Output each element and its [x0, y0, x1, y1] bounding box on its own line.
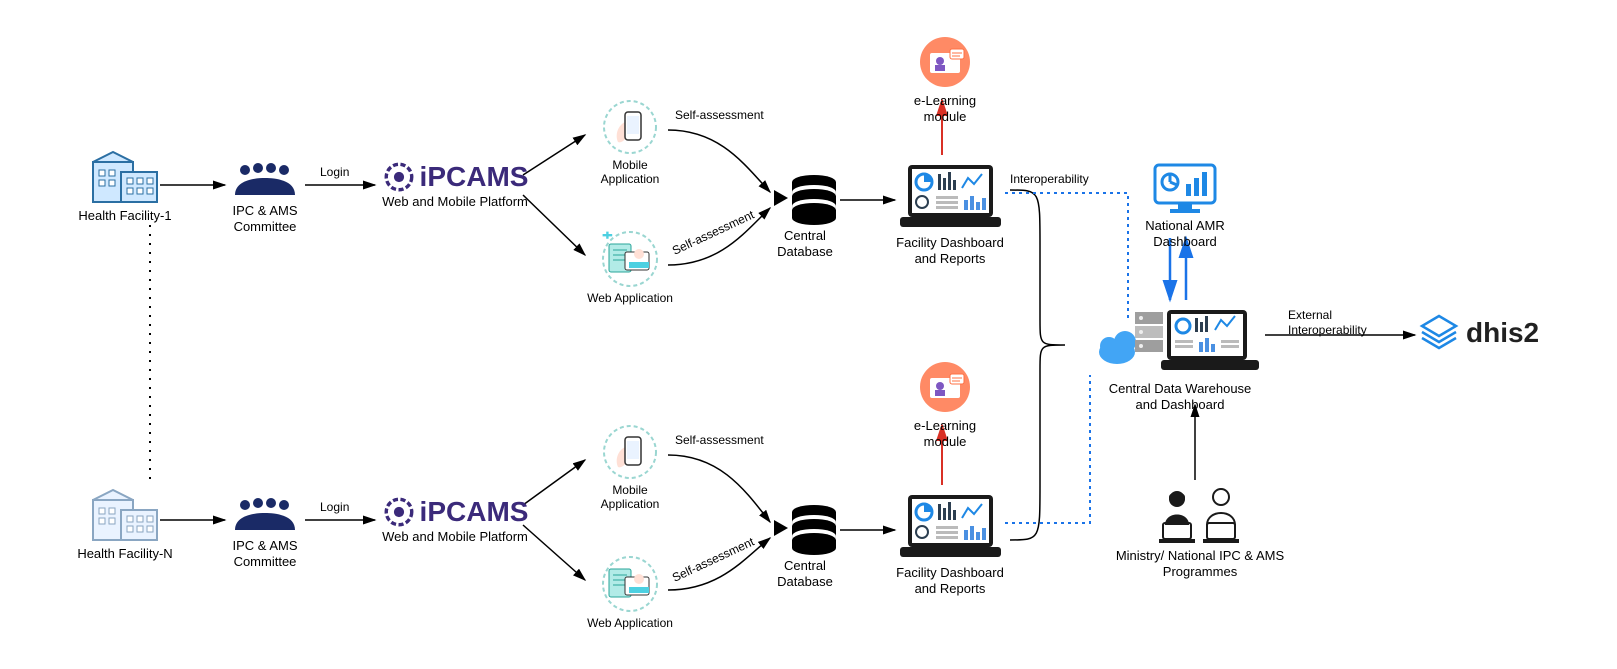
- web-app-icon: [599, 555, 661, 613]
- monitor-chart-icon: [1150, 160, 1220, 215]
- database-icon: [770, 170, 840, 225]
- label-health-facility-n: Health Facility-N: [65, 546, 185, 562]
- elearning-icon: [918, 360, 973, 415]
- node-ipcams-n: iPCAMS Web and Mobile Platform: [375, 495, 535, 545]
- label-elearning-1: e-Learning module: [895, 93, 995, 124]
- edge-label-selfassess-w1: Self-assessment: [670, 208, 756, 258]
- ipcams-brand-text: iPCAMS: [420, 161, 529, 193]
- committee-icon: [230, 160, 300, 200]
- node-central-db-1: Central Database: [760, 170, 850, 259]
- node-ipcams-1: iPCAMS Web and Mobile Platform: [375, 160, 535, 210]
- laptop-dashboard-icon: [898, 160, 1003, 232]
- edge-label-selfassess-mN: Self-assessment: [675, 433, 764, 447]
- mobile-app-icon: [603, 425, 658, 480]
- node-mobile-app-1: Mobile Application: [585, 100, 675, 187]
- label-web-n: Web Application: [585, 616, 675, 630]
- label-elearning-n: e-Learning module: [895, 418, 995, 449]
- ipcams-gear-icon: [382, 160, 416, 194]
- database-icon: [770, 500, 840, 555]
- node-elearning-n: e-Learning module: [895, 360, 995, 449]
- label-committee-1: IPC & AMS Committee: [225, 203, 305, 234]
- node-facility-dashboard-n: Facility Dashboard and Reports: [890, 490, 1010, 596]
- node-mobile-app-n: Mobile Application: [585, 425, 675, 512]
- node-dhis2: dhis2: [1418, 312, 1578, 354]
- node-web-app-1: Web Application: [585, 230, 675, 305]
- building-icon: [85, 488, 165, 543]
- label-fdash-1: Facility Dashboard and Reports: [890, 235, 1010, 266]
- laptop-dashboard-icon: [898, 490, 1003, 562]
- label-health-facility-1: Health Facility-1: [65, 208, 185, 224]
- node-health-facility-n: Health Facility-N: [65, 488, 185, 562]
- node-elearning-1: e-Learning module: [895, 35, 995, 124]
- node-amr-dashboard: National AMR Dashboard: [1115, 160, 1255, 249]
- label-cdw: Central Data Warehouse and Dashboard: [1085, 381, 1275, 412]
- label-web-1: Web Application: [585, 291, 675, 305]
- node-committee-1: IPC & AMS Committee: [225, 160, 305, 234]
- label-ministry: Ministry/ National IPC & AMS Programmes: [1110, 548, 1290, 579]
- building-icon: [85, 150, 165, 205]
- node-ministry: Ministry/ National IPC & AMS Programmes: [1110, 485, 1290, 579]
- label-mobile-n: Mobile Application: [585, 483, 675, 512]
- edge-label-selfassess-wN: Self-assessment: [670, 535, 756, 585]
- diagram-stage: Login Login Self-assessment Self-assessm…: [0, 0, 1617, 669]
- web-app-icon: [599, 230, 661, 288]
- dhis2-logo-icon: [1418, 312, 1460, 354]
- node-committee-n: IPC & AMS Committee: [225, 495, 305, 569]
- people-laptops-icon: [1145, 485, 1255, 545]
- node-web-app-n: Web Application: [585, 555, 675, 630]
- label-ipcams-1: Web and Mobile Platform: [375, 194, 535, 210]
- node-health-facility-1: Health Facility-1: [65, 150, 185, 224]
- edge-label-login-1: Login: [320, 165, 349, 179]
- committee-icon: [230, 495, 300, 535]
- label-db-1: Central Database: [760, 228, 850, 259]
- elearning-icon: [918, 35, 973, 90]
- edge-label-interop: Interoperability: [1010, 172, 1089, 186]
- node-central-data-warehouse: Central Data Warehouse and Dashboard: [1085, 300, 1275, 412]
- edge-label-selfassess-m1: Self-assessment: [675, 108, 764, 122]
- mobile-app-icon: [603, 100, 658, 155]
- edge-label-ext-interop: External Interoperability: [1288, 308, 1367, 338]
- dhis2-brand-text: dhis2: [1466, 317, 1539, 349]
- label-mobile-1: Mobile Application: [585, 158, 675, 187]
- ipcams-brand-text: iPCAMS: [420, 496, 529, 528]
- label-fdash-n: Facility Dashboard and Reports: [890, 565, 1010, 596]
- node-facility-dashboard-1: Facility Dashboard and Reports: [890, 160, 1010, 266]
- label-committee-n: IPC & AMS Committee: [225, 538, 305, 569]
- label-ipcams-n: Web and Mobile Platform: [375, 529, 535, 545]
- node-central-db-n: Central Database: [760, 500, 850, 589]
- label-db-n: Central Database: [760, 558, 850, 589]
- ipcams-gear-icon: [382, 495, 416, 529]
- label-amr-dashboard: National AMR Dashboard: [1115, 218, 1255, 249]
- edge-label-login-n: Login: [320, 500, 349, 514]
- cloud-server-laptop-icon: [1095, 300, 1265, 378]
